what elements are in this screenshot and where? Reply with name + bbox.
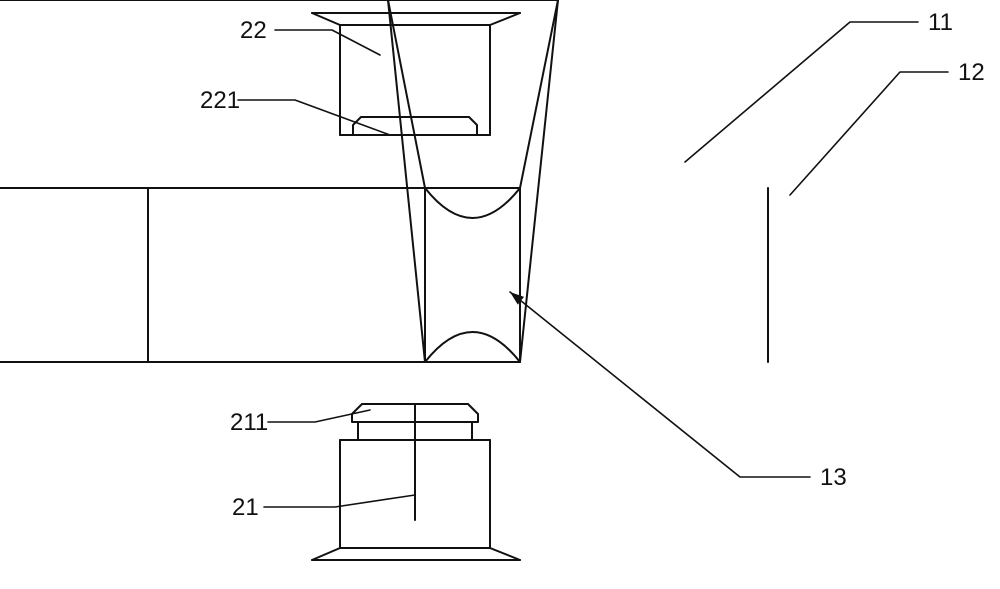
label-l11: 11 [928,9,953,36]
label-l211: 211 [230,409,268,436]
label-l12: 12 [958,59,985,86]
diagram-canvas: 22 221 1112 211 21 13 [0,0,1000,589]
label-l13: 13 [820,464,847,491]
label-l21: 21 [232,494,259,521]
label-l22: 22 [240,17,267,44]
label-l221: 221 [200,87,240,114]
